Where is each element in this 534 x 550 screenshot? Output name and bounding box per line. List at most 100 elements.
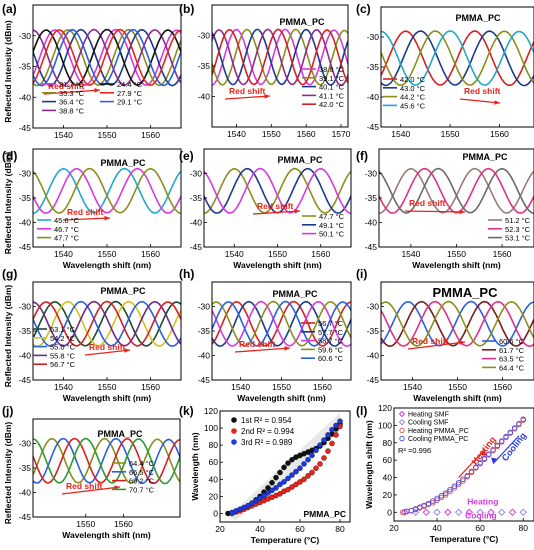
panel-h-xtick-label: 1540 — [231, 382, 250, 392]
panel-j-legend: 64.4 °C66.5 °C69.2 °C70.7 °C — [112, 459, 155, 494]
data-point — [433, 508, 441, 517]
legend-entry: 59.6 °C — [318, 345, 344, 354]
legend-entry: Cooling PMMA_PC — [408, 436, 468, 443]
data-point — [464, 473, 470, 479]
data-point — [289, 484, 295, 490]
panel-e-ytick-label: -40 — [190, 218, 203, 228]
legend-entry: 47.7 °C — [54, 234, 80, 243]
panel-j-ytick-label: -30 — [19, 439, 32, 449]
panel-b-xtick-label: 1560 — [297, 129, 316, 139]
sample-label: PMMA_PC — [100, 158, 146, 168]
legend-entry: 64.4 °C — [499, 363, 525, 372]
panel-i-xtick-label: 1560 — [493, 382, 512, 392]
data-point — [468, 468, 475, 475]
data-point — [494, 442, 501, 449]
legend-entry: 27.9 °C — [117, 89, 143, 98]
panel-h-ytick-label: -35 — [198, 326, 211, 336]
panel-l-ytick-label: 60 — [383, 455, 393, 465]
panel-a-series-line — [33, 28, 181, 86]
legend-entry: 51.2 °C — [505, 216, 531, 225]
data-point — [476, 508, 484, 517]
panel-c: 1540 1550 1560 -45 -40 -35 -30 Red shift PMMA_PC… — [367, 6, 534, 139]
legend-entry: 46.7 °C — [54, 225, 80, 234]
panel-j-series-line — [33, 437, 180, 484]
legend-entry: 55.0 °C — [50, 343, 76, 352]
panel-letter: (c) — [356, 2, 371, 16]
panel-b-curves — [212, 28, 348, 87]
x-axis-label: Wavelength shift (nm) — [62, 530, 151, 540]
panel-l-ytick-label: 40 — [383, 473, 393, 483]
legend-entry: 24.4 °C — [117, 80, 143, 89]
data-point — [507, 429, 514, 436]
panel-b-series-line — [212, 28, 348, 86]
legend-entry: Cooling SMF — [408, 420, 448, 427]
data-point — [277, 491, 283, 497]
panel-letter: (k) — [179, 404, 194, 418]
panel-e-xtick-label: 1540 — [225, 249, 244, 259]
panel-e: 1540 1550 1560 -45 -40 -35 -30 Red shift PMMA_PC… — [190, 148, 352, 270]
red-shift-arrowhead — [459, 209, 465, 215]
panel-i-series-line — [381, 300, 534, 348]
panel-b: 1540 1550 1560 1570 -40 -35 -30 Red shift PMMA_P… — [198, 4, 351, 139]
panel-letter: (d) — [2, 149, 17, 163]
panel-g-series-line — [33, 300, 181, 347]
red-shift-label: Red shift — [48, 81, 85, 91]
data-point — [425, 500, 432, 507]
panel-e-xtick-label: 1560 — [311, 249, 330, 259]
legend-entry: 61.7 °C — [499, 346, 525, 355]
data-point — [289, 472, 295, 478]
legend-entry: 3rd R² = 0.989 — [241, 438, 293, 447]
panel-j-series-line — [33, 437, 180, 484]
x-axis-label: Wavelength shift (nm) — [237, 393, 326, 403]
panel-k-ytick-label: 60 — [209, 457, 219, 467]
panel-d-ytick-label: -45 — [19, 242, 32, 252]
red-shift-arrowhead — [294, 209, 300, 214]
panel-e-ytick-label: -30 — [190, 169, 203, 179]
red-shift-label: Red shift — [464, 86, 501, 96]
x-axis-label: Wavelength shift (nm) — [63, 393, 152, 403]
data-point — [434, 495, 440, 502]
data-point — [277, 481, 283, 488]
red-shift-label: Red shift — [412, 336, 449, 346]
data-point — [438, 493, 445, 499]
data-point — [447, 486, 453, 493]
panel-b-ytick-label: -35 — [198, 61, 211, 71]
data-point — [309, 452, 315, 459]
legend-entry: 49.1 °C — [319, 221, 345, 230]
panel-letter: (a) — [2, 2, 17, 16]
legend-entry: 66.5 °C — [129, 468, 155, 477]
panel-i-legend: 60.6 °C61.7 °C63.5 °C64.4 °C — [482, 337, 525, 372]
panel-b-xtick-label: 1570 — [332, 129, 351, 139]
data-point — [257, 495, 263, 501]
red-shift-arrowhead — [94, 88, 100, 93]
panel-h-series-line — [212, 300, 351, 347]
legend-entry: 38.8 °C — [59, 106, 85, 115]
cooling-arrowhead — [491, 457, 498, 464]
panel-l-xtick-label: 60 — [475, 523, 485, 533]
data-point — [317, 461, 323, 467]
panel-i-ytick-label: -35 — [367, 326, 380, 336]
panel-c-ytick-label: -40 — [367, 92, 380, 102]
panel-k-ytick-label: 80 — [209, 440, 219, 450]
red-shift-arrow — [407, 341, 466, 350]
panel-j-series-line — [33, 437, 180, 485]
data-point — [337, 418, 343, 424]
red-shift-arrow — [61, 486, 121, 495]
panel-j-ytick-label: -35 — [19, 463, 32, 473]
data-point — [297, 479, 303, 485]
data-point — [321, 455, 327, 461]
sample-label: PMMA_PC — [462, 152, 508, 162]
panel-i-xtick-label: 1540 — [403, 382, 422, 392]
panel-h-ytick-label: -30 — [198, 302, 211, 312]
panel-a-xtick-label: 1550 — [98, 130, 117, 140]
panel-letter: (g) — [2, 267, 17, 281]
data-point — [281, 464, 287, 471]
panel-k-ytick-label: 100 — [204, 423, 218, 433]
panel-i-series-line — [381, 300, 534, 347]
panel-d: 1540 1550 1560 -45 -40 -35 -30 Red shift PMMA_PC… — [3, 148, 182, 270]
red-shift-arrowhead — [104, 215, 110, 221]
cooling-arrow — [492, 435, 520, 465]
